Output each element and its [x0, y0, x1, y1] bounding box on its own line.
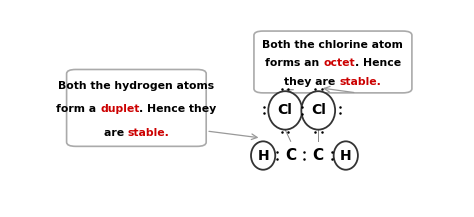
Text: Both the hydrogen atoms: Both the hydrogen atoms: [58, 81, 214, 91]
Ellipse shape: [301, 91, 335, 130]
Text: Cl: Cl: [278, 104, 292, 117]
Ellipse shape: [251, 141, 275, 170]
Text: they are: they are: [284, 77, 339, 87]
Text: Both the chlorine atom: Both the chlorine atom: [263, 40, 403, 50]
Text: C: C: [313, 148, 324, 163]
Text: form a: form a: [56, 104, 100, 114]
Text: Cl: Cl: [311, 104, 326, 117]
Text: stable.: stable.: [128, 128, 169, 138]
Text: octet: octet: [323, 58, 355, 68]
Text: are: are: [103, 128, 128, 138]
Text: . Hence: . Hence: [355, 58, 401, 68]
Text: forms an: forms an: [265, 58, 323, 68]
Text: . Hence they: . Hence they: [139, 104, 217, 114]
FancyBboxPatch shape: [66, 69, 206, 146]
Ellipse shape: [334, 141, 358, 170]
Text: stable.: stable.: [339, 77, 382, 87]
Text: C: C: [285, 148, 296, 163]
FancyBboxPatch shape: [254, 31, 412, 93]
Text: duplet: duplet: [100, 104, 139, 114]
Ellipse shape: [268, 91, 302, 130]
Text: H: H: [340, 148, 352, 163]
Text: H: H: [257, 148, 269, 163]
